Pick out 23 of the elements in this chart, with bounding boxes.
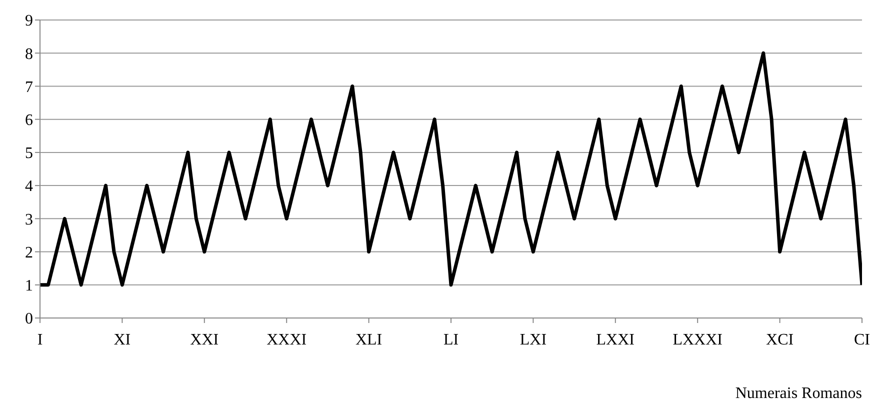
y-tick-label: 1: [25, 278, 33, 295]
x-tick-label: XCI: [766, 331, 794, 348]
x-tick-label: LI: [443, 331, 459, 348]
x-tick-label: I: [37, 331, 43, 348]
x-tick-label: LXXI: [596, 331, 635, 348]
x-tick-label: LXI: [520, 331, 547, 348]
line-series: [40, 51, 862, 287]
y-tick-label: 3: [25, 211, 33, 228]
y-tick-label: 8: [25, 46, 33, 63]
y-tick-label: 2: [25, 244, 33, 262]
y-tick-label: 6: [25, 112, 33, 130]
x-tick-label: XLI: [355, 331, 382, 348]
y-tick-label: 4: [25, 178, 33, 196]
y-tick-label: 7: [25, 78, 33, 96]
x-tick-label: XI: [114, 331, 131, 348]
y-tick-label: 0: [25, 310, 33, 328]
y-tick-label: 5: [25, 145, 33, 162]
x-tick-label: XXXI: [266, 331, 307, 348]
x-tick-label: CI: [854, 331, 870, 348]
x-tick-label: XXI: [190, 331, 219, 348]
x-tick-label: LXXXI: [672, 331, 722, 348]
x-axis-title: Numerais Romanos: [735, 385, 862, 402]
y-tick-label: 9: [25, 12, 33, 30]
